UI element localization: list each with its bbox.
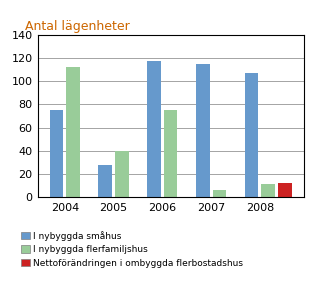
Bar xyxy=(66,67,80,197)
Bar xyxy=(50,110,63,197)
Bar xyxy=(98,165,112,197)
Bar xyxy=(164,110,177,197)
Text: Antal lägenheter: Antal lägenheter xyxy=(25,20,130,33)
Legend: I nybyggda småhus, I nybyggda flerfamiljshus, Nettoförändringen i ombyggda flerb: I nybyggda småhus, I nybyggda flerfamilj… xyxy=(21,231,244,268)
Bar xyxy=(261,184,275,197)
Bar xyxy=(278,183,291,197)
Bar xyxy=(196,64,210,197)
Bar xyxy=(147,61,161,197)
Bar xyxy=(213,190,226,197)
Bar xyxy=(245,73,258,197)
Bar xyxy=(115,151,129,197)
